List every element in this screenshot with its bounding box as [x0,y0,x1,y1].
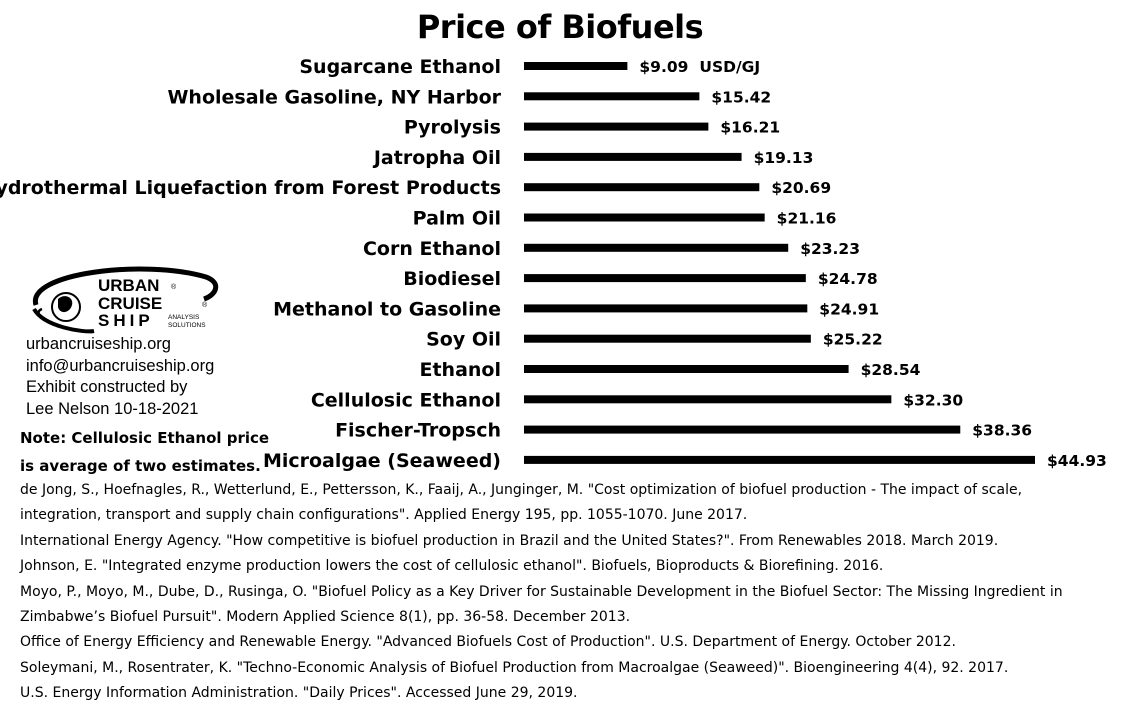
value-label: $16.21 [720,119,780,137]
category-label: Hydrothermal Liquefaction from Forest Pr… [0,177,501,199]
value-label: $28.54 [861,361,921,379]
category-label: Ethanol [419,359,501,381]
bar-chart: Sugarcane Ethanol $9.09 USD/GJ Wholesale Ga… [0,56,1107,472]
category-label: Palm Oil [413,208,501,230]
bar [524,152,742,161]
bar [524,213,765,222]
value-label: $23.23 [800,240,860,258]
bar [524,365,849,373]
category-label: Fischer-Tropsch [335,420,501,442]
email-text: info@urbancruiseship.org [26,356,215,375]
value-label: $25.22 [823,331,883,349]
value-label: $38.36 [972,422,1032,440]
value-label: $21.16 [777,210,837,228]
reference-line: Zimbabwe’s Biofuel Pursuit". Modern Appl… [20,609,631,626]
credit-line-1: Exhibit constructed by [26,378,188,396]
logo-sub2: SOLUTIONS [168,322,206,329]
note-block: Note: Cellulosic Ethanol price is averag… [20,424,269,480]
bar [524,243,789,252]
bar [524,62,628,70]
urban-cruise-ship-logo: URBAN CRUISE SHIP ® ® ANALYSIS SOLUTIONS [32,266,219,334]
contact-block: urbancruiseship.org info@urbancruiseship… [26,334,214,420]
unit-label: USD/GJ [699,58,760,76]
category-label: Sugarcane Ethanol [299,56,501,78]
website-text: urbancruiseship.org [26,335,171,353]
value-label: $24.78 [818,270,878,288]
logo-reg-mark: ® [171,283,177,291]
value-label: $32.30 [903,391,963,409]
bar [524,334,811,343]
reference-line: Office of Energy Efficiency and Renewabl… [20,634,956,651]
reference-line: U.S. Energy Information Administration. … [20,685,578,702]
logo-line1: URBAN [98,276,159,295]
chart-title: Price of Biofuels [416,8,704,46]
bar [524,92,700,101]
bar [524,455,1035,464]
category-label: Methanol to Gasoline [273,298,501,320]
value-label: $15.42 [711,88,771,106]
reference-line: Moyo, P., Moyo, M., Dube, D., Rusinga, O… [20,583,1063,600]
category-label: Jatropha Oil [372,147,501,169]
value-label: $44.93 [1047,452,1107,470]
bar [524,304,808,313]
reference-line: de Jong, S., Hoefnagles, R., Wetterlund,… [20,482,1023,498]
category-label: Cellulosic Ethanol [311,389,501,411]
reference-line: Johnson, E. "Integrated enzyme productio… [20,558,884,575]
category-label: Pyrolysis [404,117,501,139]
bar [524,274,806,283]
bar [524,395,892,404]
bar [524,183,760,192]
category-label: Soy Oil [426,329,501,351]
logo-reg-mark-2: ® [202,301,208,309]
bar [524,425,961,434]
reference-line: International Energy Agency. "How compet… [20,532,999,549]
reference-line: integration, transport and supply chain … [20,507,748,524]
bar [524,122,709,131]
credit-line-2: Lee Nelson 10-18-2021 [26,399,199,418]
value-label: $19.13 [754,149,814,167]
value-label: $20.69 [771,179,831,197]
logo-line3: SHIP [98,311,154,330]
value-label: $24.91 [819,300,879,318]
logo-sub1: ANALYSIS [168,314,200,321]
category-label: Corn Ethanol [363,238,501,260]
logo-line2: CRUISE [98,294,162,313]
value-label: $9.09 [639,58,688,76]
reference-line: Soleymani, M., Rosentrater, K. "Techno-E… [20,659,1009,676]
category-label: Wholesale Gasoline, NY Harbor [167,86,501,108]
references-list: de Jong, S., Hoefnagles, R., Wetterlund,… [20,478,1130,707]
note-line-2: is average of two estimates. [20,457,261,475]
category-label: Biodiesel [403,268,501,290]
category-label: Microalgae (Seaweed) [263,450,501,472]
note-line-1: Note: Cellulosic Ethanol price [20,429,270,447]
